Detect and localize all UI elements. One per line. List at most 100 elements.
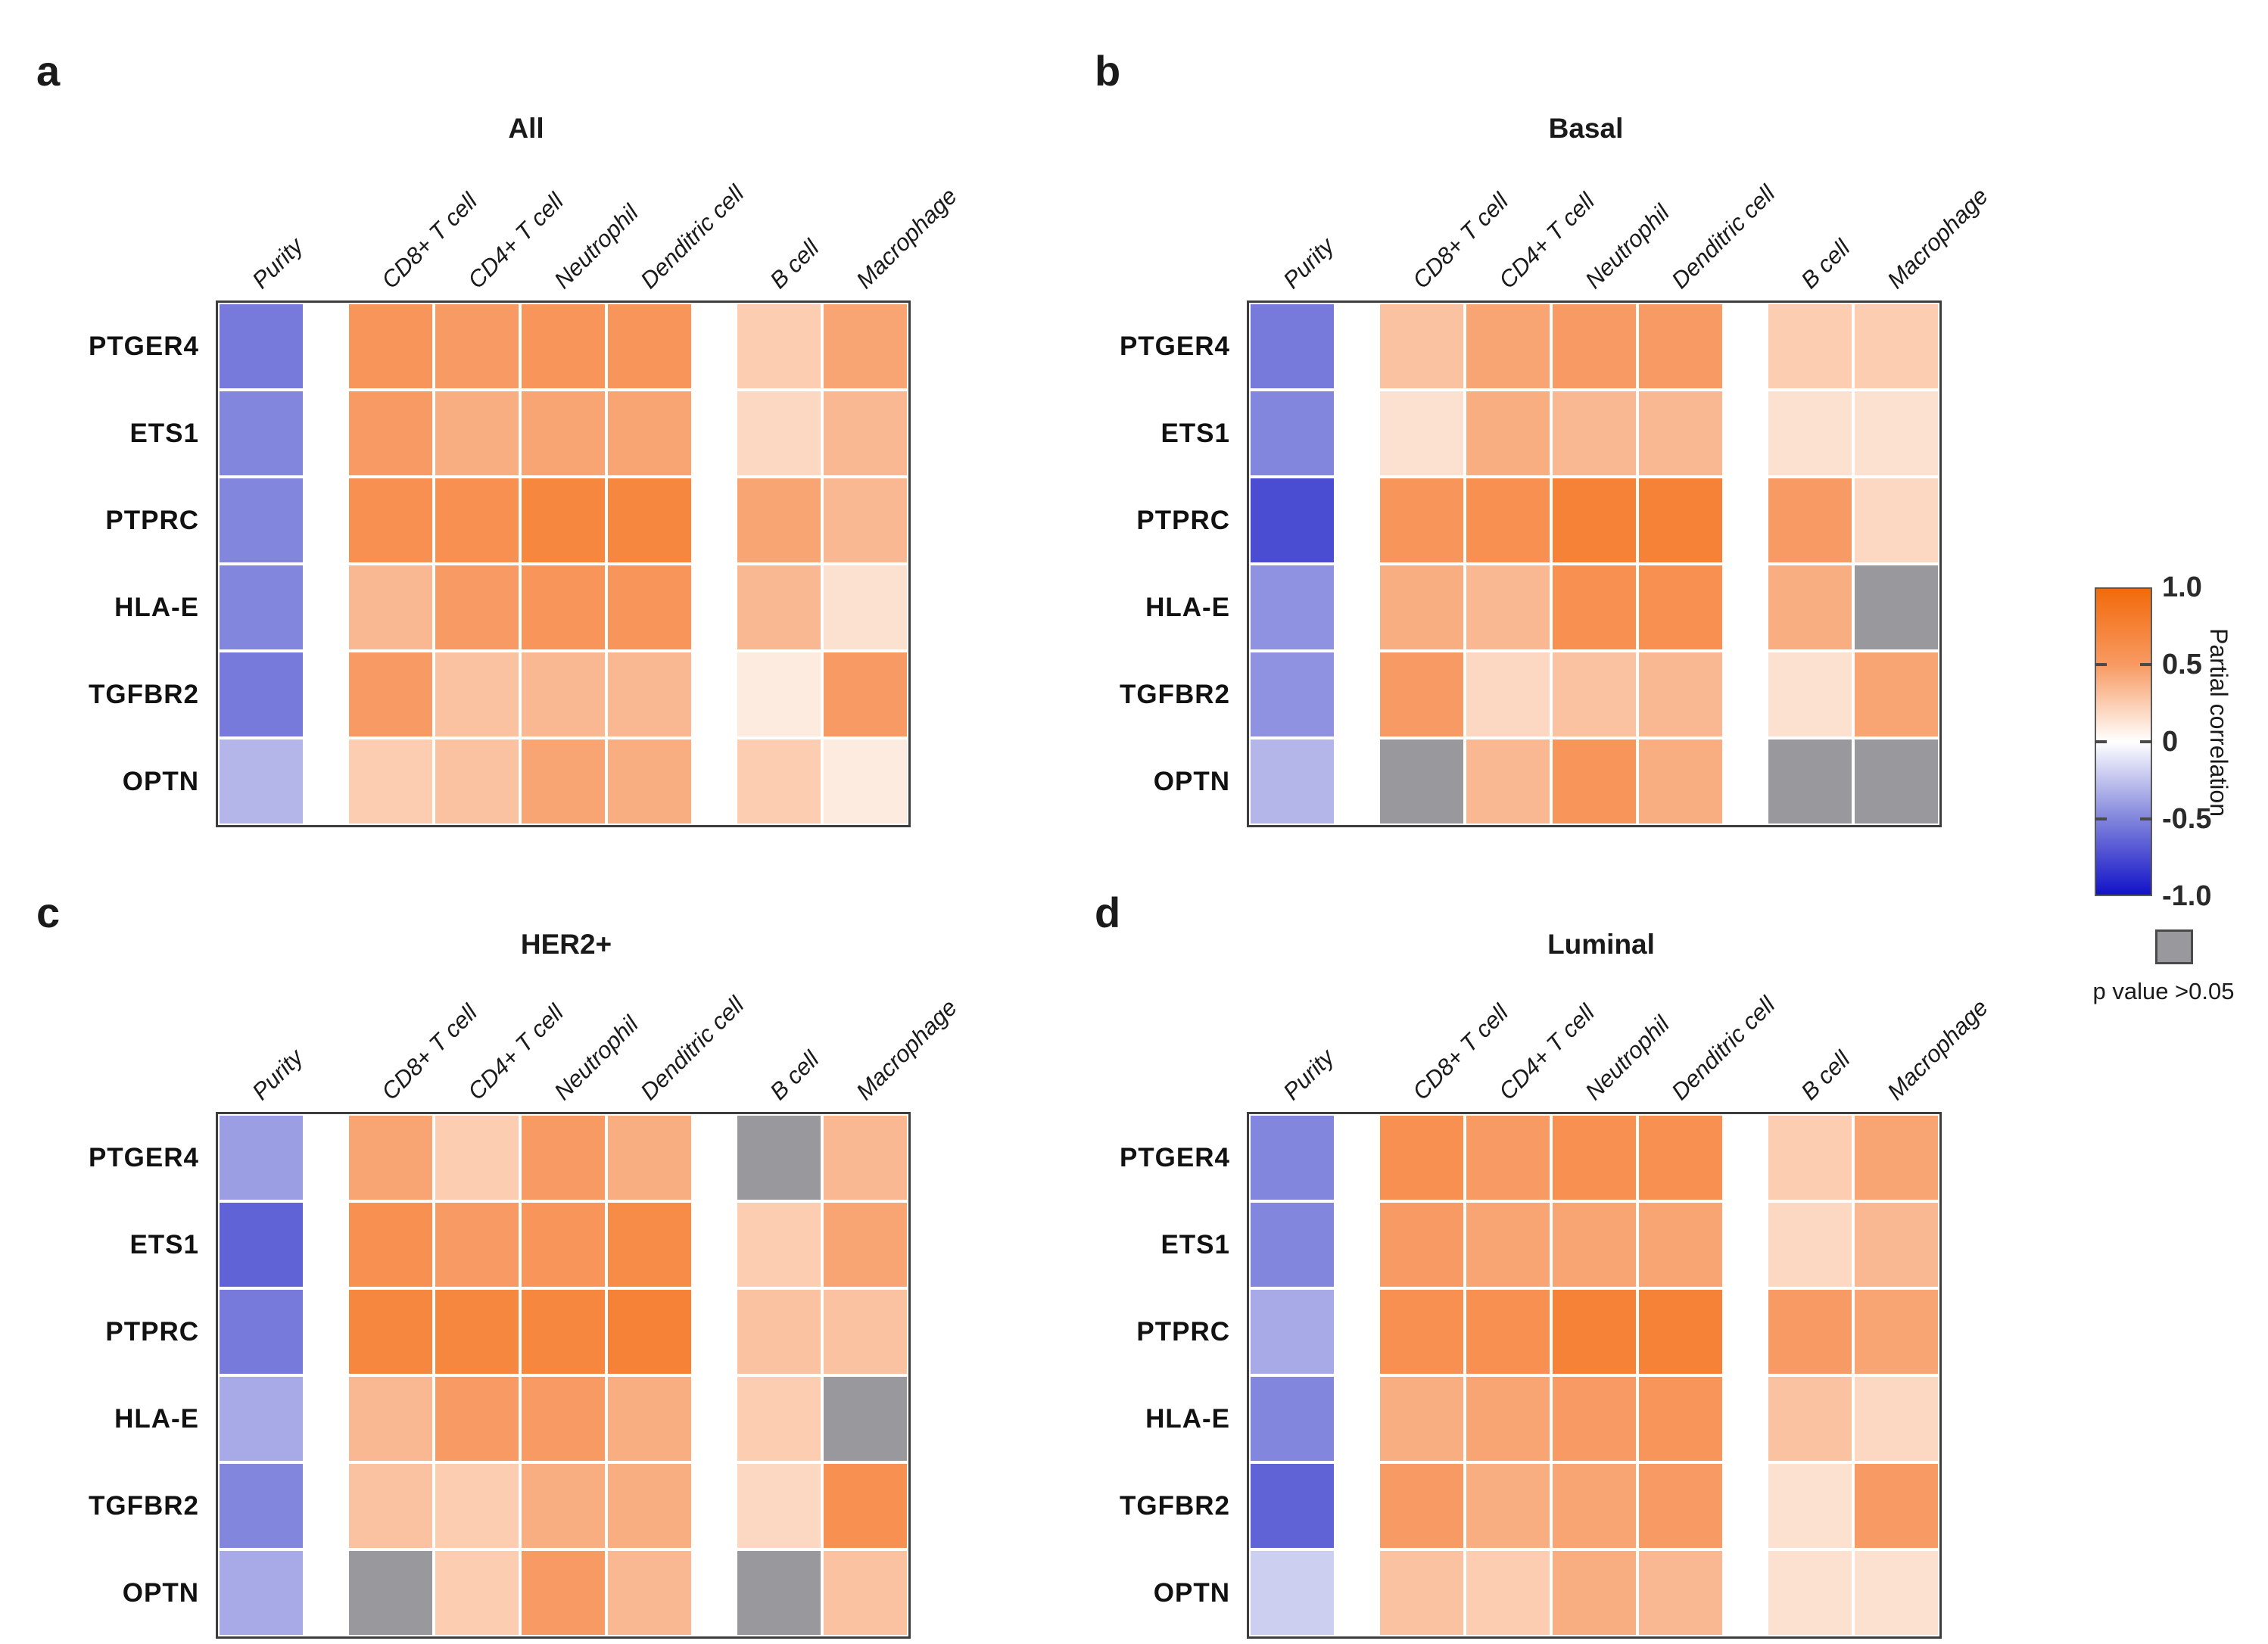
heatmap-cell xyxy=(349,565,432,649)
row-label: HLA-E xyxy=(114,1403,199,1434)
heatmap-cell xyxy=(1251,1203,1334,1287)
colorbar-tick-mark xyxy=(2095,663,2107,666)
heatmap-cell xyxy=(1466,565,1550,649)
heatmap-cell xyxy=(1768,739,1852,824)
heatmap-cell xyxy=(608,391,691,475)
heatmap-cell xyxy=(435,1290,519,1374)
heatmap-cell xyxy=(1251,739,1334,824)
colorbar-tick-mark xyxy=(2140,817,2152,820)
row-label: HLA-E xyxy=(1145,1403,1230,1434)
heatmap-cell xyxy=(522,652,605,736)
heatmap-cell xyxy=(1768,1377,1852,1461)
ns-label: p value >0.05 xyxy=(2092,978,2235,1004)
heatmap-cell xyxy=(1380,1377,1463,1461)
heatmap-cell xyxy=(824,391,907,475)
heatmap-cell xyxy=(824,652,907,736)
heatmap-cell xyxy=(220,652,303,736)
heatmap-cell xyxy=(1251,478,1334,562)
heatmap-cell xyxy=(1855,739,1938,824)
heatmap-cell xyxy=(1855,652,1938,736)
heatmap-cell xyxy=(1768,304,1852,388)
column-label: B cell xyxy=(765,1045,824,1105)
row-label: ETS1 xyxy=(129,1229,199,1259)
row-label: HLA-E xyxy=(114,592,199,622)
panel-letter: a xyxy=(36,47,61,95)
heatmap-cell xyxy=(1466,391,1550,475)
row-label: ETS1 xyxy=(1160,418,1230,448)
heatmap-cell xyxy=(1380,478,1463,562)
heatmap-cell xyxy=(1553,1464,1636,1548)
heatmap-cell xyxy=(1380,304,1463,388)
heatmap-cell xyxy=(1855,1116,1938,1200)
heatmap-cell xyxy=(1553,565,1636,649)
heatmap-cell xyxy=(1553,1290,1636,1374)
heatmap-cell xyxy=(1768,1551,1852,1635)
heatmap-cell xyxy=(737,304,821,388)
column-label: Purity xyxy=(1278,232,1340,294)
heatmap-cell xyxy=(1768,1203,1852,1287)
colorbar-tick-mark xyxy=(2140,663,2152,666)
heatmap-cell xyxy=(1251,304,1334,388)
heatmap-cell xyxy=(1639,391,1722,475)
colorbar-tick-label: 1.0 xyxy=(2162,571,2202,603)
column-label: Purity xyxy=(247,232,309,294)
heatmap-cell xyxy=(1466,1116,1550,1200)
heatmap-cell xyxy=(737,565,821,649)
heatmap-cell xyxy=(1251,652,1334,736)
colorbar-tick-mark xyxy=(2140,740,2152,743)
heatmap-cell xyxy=(824,1551,907,1635)
heatmap-cell xyxy=(608,739,691,824)
heatmap-cell xyxy=(737,1377,821,1461)
heatmap-cell xyxy=(608,1464,691,1548)
colorbar-tick-label: -1.0 xyxy=(2162,880,2212,912)
heatmap-cell xyxy=(737,1551,821,1635)
colorbar-title: Partial correlation xyxy=(2205,628,2232,817)
heatmap-cell xyxy=(1466,652,1550,736)
heatmap-cell xyxy=(1768,652,1852,736)
row-label: TGFBR2 xyxy=(1120,679,1230,709)
colorbar-tick-label: -0.5 xyxy=(2162,803,2212,835)
heatmap-cell xyxy=(1855,391,1938,475)
heatmap-cell xyxy=(522,1116,605,1200)
column-label: B cell xyxy=(1796,234,1855,294)
heatmap-cell xyxy=(1251,1377,1334,1461)
colorbar-tick-label: 0.5 xyxy=(2162,649,2202,680)
column-label: Neutrophil xyxy=(549,199,643,294)
panel-letter: c xyxy=(36,889,61,936)
heatmap-cell xyxy=(220,1551,303,1635)
heatmap-cell xyxy=(1466,1464,1550,1548)
heatmap-cell xyxy=(220,1116,303,1200)
heatmap-cell xyxy=(1466,478,1550,562)
column-label: Neutrophil xyxy=(549,1010,643,1105)
row-label: OPTN xyxy=(1153,766,1230,796)
column-label: B cell xyxy=(765,234,824,294)
column-label: Macrophage xyxy=(851,994,962,1105)
heatmap-cell xyxy=(1639,1203,1722,1287)
heatmap-cell xyxy=(1553,1203,1636,1287)
heatmap-cell xyxy=(737,739,821,824)
heatmap-cell xyxy=(608,652,691,736)
heatmap-cell xyxy=(608,1203,691,1287)
heatmap-cell xyxy=(1380,739,1463,824)
heatmap-cell xyxy=(1380,1203,1463,1287)
row-label: PTGER4 xyxy=(88,1142,199,1172)
heatmap-cell xyxy=(435,304,519,388)
heatmap-cell xyxy=(1553,304,1636,388)
heatmap-cell xyxy=(824,1290,907,1374)
heatmap-cell xyxy=(220,1464,303,1548)
heatmap-cell xyxy=(522,565,605,649)
heatmap-cell xyxy=(1639,1551,1722,1635)
heatmap-cell xyxy=(824,1116,907,1200)
heatmap-cell xyxy=(522,391,605,475)
heatmap-cell xyxy=(1380,565,1463,649)
heatmap-cell xyxy=(1553,1377,1636,1461)
heatmap-cell xyxy=(737,478,821,562)
heatmap-cell xyxy=(349,1377,432,1461)
column-label: Denditric cell xyxy=(635,179,749,294)
heatmap-cell xyxy=(1639,652,1722,736)
heatmap-cell xyxy=(1466,304,1550,388)
heatmap-cell xyxy=(1251,565,1334,649)
heatmap-cell xyxy=(220,478,303,562)
heatmap-cell xyxy=(1768,565,1852,649)
heatmap-cell xyxy=(737,1203,821,1287)
